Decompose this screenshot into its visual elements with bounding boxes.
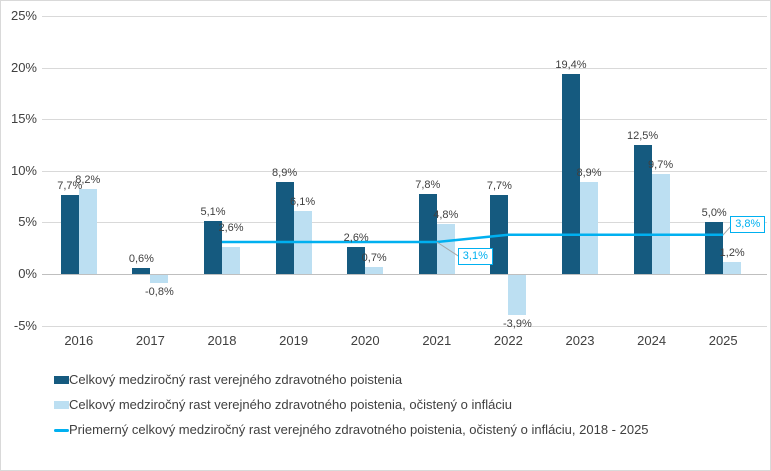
bar-label-adjusted-2016: 8,2%: [75, 174, 101, 187]
x-axis-tick-2016: 2016: [64, 333, 94, 348]
bar-label-adjusted-2019: 6,1%: [290, 196, 316, 209]
bar-adjusted-2018: [222, 247, 240, 274]
y-axis-tick-25%: 25%: [10, 8, 37, 23]
legend-label-average-line: Priemerný celkový medziročný rast verejn…: [69, 422, 649, 437]
y-axis-tick-10%: 10%: [10, 162, 37, 178]
x-axis-tick-2021: 2021: [422, 333, 452, 348]
x-axis-tick-2017: 2017: [135, 333, 165, 348]
gridline--5%: [42, 325, 767, 327]
bar-total-2023: [562, 73, 580, 274]
bar-label-adjusted-2025: 1,2%: [719, 246, 745, 259]
legend-item-inflation-adjusted: Celkový medziročný rast verejného zdravo…: [54, 397, 649, 413]
gridline-15%: [42, 119, 767, 121]
legend-label-inflation-adjusted: Celkový medziročný rast verejného zdravo…: [69, 397, 512, 412]
gridline-25%: [42, 16, 767, 17]
legend-label-total-growth: Celkový medziročný rast verejného zdravo…: [69, 372, 403, 387]
bar-adjusted-2019: [293, 211, 312, 274]
legend-item-average-line: Priemerný celkový medziročný rast verejn…: [54, 422, 649, 438]
bar-label-total-2023: 19,4%: [555, 58, 587, 71]
y-axis-tick-5%: 5%: [18, 214, 37, 230]
x-axis-tick-2020: 2020: [350, 333, 380, 348]
bar-total-2022: [490, 194, 509, 274]
bar-adjusted-2016: [78, 189, 97, 274]
bar-adjusted-2023: [580, 182, 598, 274]
bar-adjusted-2025: [723, 261, 742, 274]
bar-label-total-2022: 7,7%: [486, 179, 512, 192]
gridline-0%: [42, 274, 767, 275]
bar-total-2021: [418, 193, 437, 274]
bar-total-2019: [275, 182, 294, 274]
bar-label-adjusted-2017: -0,8%: [145, 286, 174, 299]
x-axis-tick-2024: 2024: [637, 333, 667, 348]
gridline-10%: [42, 170, 767, 172]
bar-total-2020: [347, 247, 366, 274]
bar-label-total-2018: 5,1%: [200, 206, 226, 219]
legend-swatch-light-bar: [54, 401, 69, 409]
bar-label-adjusted-2018: 2,6%: [218, 222, 244, 235]
bar-label-adjusted-2022: -3,9%: [503, 318, 532, 331]
legend-swatch-dark-bar: [54, 376, 69, 384]
chart-legend: Celkový medziročný rast verejného zdravo…: [54, 372, 649, 447]
average-line-callout-2021: 3,1%: [457, 248, 493, 265]
bar-label-total-2017: 0,6%: [128, 252, 154, 265]
bar-label-total-2024: 12,5%: [626, 130, 659, 142]
bar-label-adjusted-2024: 9,7%: [648, 158, 674, 171]
y-axis-tick-20%: 20%: [10, 59, 37, 75]
x-axis-tick-2023: 2023: [565, 333, 595, 348]
y-axis-tick-0%: 0%: [18, 266, 37, 281]
bar-label-total-2016: 7,7%: [57, 179, 83, 192]
bar-label-total-2021: 7,8%: [415, 178, 441, 191]
average-line-callout-2025: 3,8%: [730, 215, 766, 233]
legend-item-total-growth: Celkový medziročný rast verejného zdravo…: [54, 372, 649, 388]
gridline-20%: [42, 67, 767, 69]
legend-swatch-average-line: [54, 428, 69, 432]
bar-total-2018: [204, 221, 222, 274]
bar-adjusted-2020: [365, 266, 384, 274]
x-axis-tick-2022: 2022: [493, 333, 523, 348]
bar-adjusted-2022: [508, 275, 527, 316]
bar-total-2016: [60, 194, 79, 274]
bar-label-total-2025: 5,0%: [701, 207, 727, 220]
bar-label-total-2019: 8,9%: [272, 167, 298, 180]
bar-total-2017: [132, 267, 151, 274]
bar-label-adjusted-2020: 0,7%: [361, 251, 387, 264]
x-axis-tick-2019: 2019: [279, 333, 309, 348]
x-axis-tick-2018: 2018: [207, 333, 237, 348]
bar-adjusted-2017: [150, 275, 169, 284]
y-axis-tick--5%: -5%: [13, 317, 37, 333]
gridline-5%: [42, 222, 767, 224]
bar-adjusted-2024: [651, 173, 670, 274]
plot-area: 25% 20% 15% 10% 5% 0% -5% 2016 2017 2018 2019 2020 2…: [1, 1, 770, 361]
y-axis-tick-15%: 15%: [10, 111, 37, 127]
x-axis-tick-2025: 2025: [708, 333, 738, 348]
bar-adjusted-2021: [436, 224, 455, 274]
bar-label-adjusted-2021: 4,8%: [433, 209, 459, 222]
bar-label-total-2020: 2,6%: [343, 232, 369, 245]
bar-label-adjusted-2023: 8,9%: [576, 167, 602, 180]
